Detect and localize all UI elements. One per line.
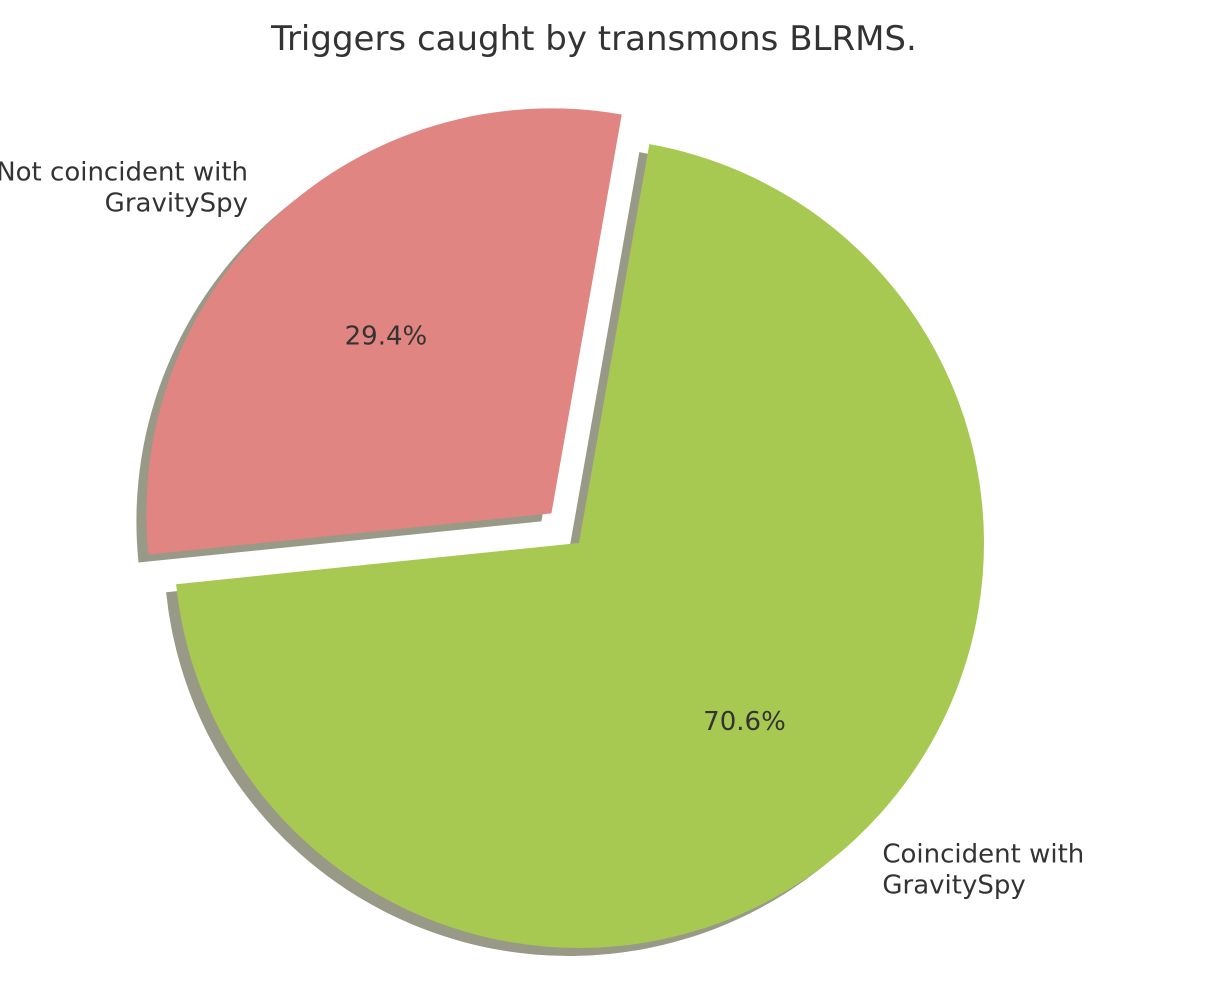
pie-slice-label-line: Coincident with xyxy=(882,840,1084,870)
pie-pct-label-0: 29.4% xyxy=(345,321,428,351)
pie-slice-label-0: Not coincident with GravitySpy xyxy=(0,158,248,219)
pie-pct-label-1: 70.6% xyxy=(703,707,786,737)
pie-slice-label-line: Not coincident with xyxy=(0,158,248,188)
pie-slice-label-1: Coincident with GravitySpy xyxy=(882,840,1084,901)
pie-slice-label-line: GravitySpy xyxy=(105,189,248,219)
pie-slice-1 xyxy=(176,144,985,949)
chart-title: Triggers caught by transmons BLRMS. xyxy=(270,19,917,59)
pie-slice-0 xyxy=(146,108,622,555)
pie-slices xyxy=(146,108,985,949)
pie-slice-label-line: GravitySpy xyxy=(882,871,1025,901)
pie-labels: 29.4%Not coincident with GravitySpy70.6%C… xyxy=(0,158,1084,901)
